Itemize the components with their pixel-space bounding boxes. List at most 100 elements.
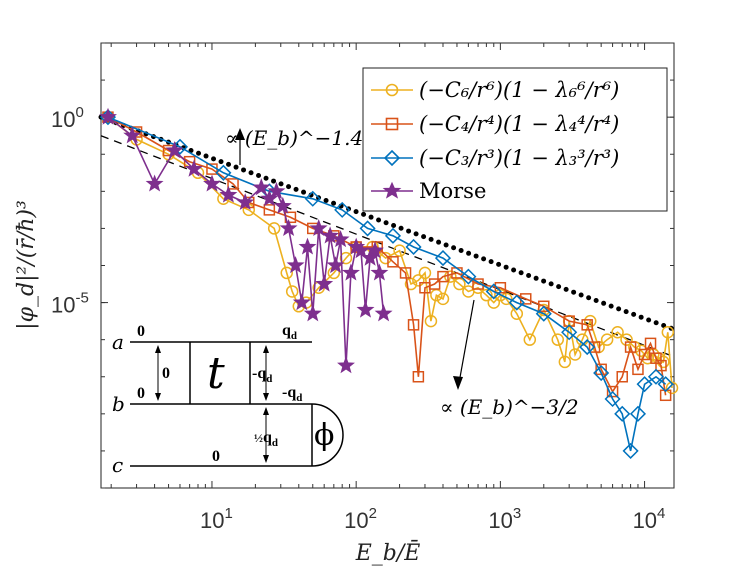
data-point — [145, 174, 164, 192]
data-point — [551, 333, 564, 346]
axis-ticks: 101 102 103 104 100 10-5 — [51, 42, 674, 533]
data-point — [407, 319, 420, 331]
data-point — [424, 314, 438, 328]
diagram-row-c: c — [112, 453, 123, 477]
data-point — [387, 256, 399, 268]
data-point — [600, 333, 614, 346]
data-point — [535, 305, 552, 322]
ref-label-arrow — [458, 299, 475, 384]
data-point — [434, 250, 452, 267]
legend-marker-star — [382, 181, 402, 199]
data-point — [267, 222, 281, 235]
data-point — [273, 196, 292, 214]
diagram-minus-q-mid: -qd — [252, 365, 272, 385]
data-point — [203, 174, 221, 192]
data-point — [412, 371, 425, 383]
data-point — [606, 385, 619, 398]
diagram-t: t — [207, 348, 225, 399]
legend-label-c3: (−C₃/r³)(1 − λ₃³/r³) — [419, 146, 619, 170]
legend-entry-c3: (−C₃/r³)(1 − λ₃³/r³) — [371, 146, 619, 170]
data-point — [655, 359, 667, 372]
diagram-zero-b: 0 — [137, 385, 145, 402]
data-point — [624, 341, 637, 353]
data-point — [620, 333, 633, 346]
data-point — [393, 244, 406, 257]
data-point — [436, 292, 450, 306]
data-point — [583, 314, 597, 328]
diagram-minus-q-right: -qd — [282, 384, 302, 404]
diagram-zero-c: 0 — [212, 448, 220, 465]
data-point — [331, 230, 350, 248]
data-point — [339, 251, 353, 265]
legend-entry-c6: (−C₆/r⁶)(1 − λ₆⁶/r⁶) — [371, 78, 619, 102]
diagram-zero-a: 0 — [137, 323, 145, 340]
legend-label-morse: Morse — [419, 179, 486, 203]
data-point — [418, 266, 432, 280]
data-point — [581, 319, 593, 331]
x-tick-label: 102 — [344, 505, 377, 533]
data-point — [304, 190, 321, 207]
y-tick-label: 100 — [51, 104, 84, 132]
data-point — [657, 376, 674, 393]
data-point — [337, 356, 355, 374]
ref-label: ∝ (E_b)^−3/2 — [440, 395, 579, 419]
data-point — [632, 363, 644, 376]
y-axis-label: |φ_d|²/(r̄/ħ)³ — [14, 200, 39, 330]
data-point — [399, 267, 412, 279]
data-point — [611, 326, 624, 339]
data-point — [215, 164, 232, 181]
data-point — [508, 294, 525, 311]
x-tick-label: 101 — [200, 505, 233, 533]
data-point — [636, 376, 653, 393]
data-point — [286, 256, 305, 274]
data-point — [236, 193, 255, 211]
ref-label-arrowhead — [453, 376, 463, 390]
data-point — [184, 159, 203, 177]
data-point — [604, 390, 621, 408]
legend-marker-square — [385, 117, 399, 131]
data-point — [123, 126, 142, 144]
fit-label-arrowhead — [235, 128, 245, 140]
y-tick-label: 10-5 — [51, 290, 89, 318]
data-point — [405, 238, 422, 256]
data-point — [665, 381, 679, 395]
data-point — [437, 270, 449, 283]
x-axis-label: E_b/Ē — [355, 540, 421, 566]
data-point — [298, 237, 317, 255]
data-point — [321, 226, 340, 244]
data-point — [227, 178, 239, 190]
data-point — [267, 181, 286, 199]
data-point — [309, 218, 328, 237]
data-point — [568, 348, 582, 361]
data-point — [341, 263, 360, 281]
diagram-phi: ϕ — [314, 418, 334, 453]
data-point — [252, 178, 271, 196]
data-point — [460, 268, 477, 285]
data-point — [165, 141, 184, 159]
data-point — [366, 241, 384, 259]
data-point — [523, 333, 537, 346]
diagram-row-a: a — [112, 330, 124, 354]
data-point — [629, 405, 647, 422]
legend-marker-circle — [385, 83, 399, 97]
legend: (−C₆/r⁶)(1 − λ₆⁶/r⁶) (−C₄/r⁴)(1 − λ₄⁴/r⁴… — [362, 67, 668, 212]
x-tick-label: 104 — [633, 505, 666, 533]
data-point — [384, 227, 402, 244]
data-point — [263, 204, 276, 216]
data-point — [370, 263, 389, 281]
data-point — [356, 300, 375, 318]
data-point — [280, 266, 293, 280]
data-point — [334, 201, 351, 218]
data-point — [593, 364, 610, 382]
data-point — [292, 293, 311, 311]
legend-entry-morse: Morse — [371, 179, 486, 203]
data-point — [616, 371, 628, 383]
data-point — [487, 296, 501, 309]
data-point — [428, 278, 441, 290]
legend-marker-diamond — [383, 149, 401, 167]
data-point — [510, 307, 524, 320]
data-point — [588, 341, 601, 353]
diagram-row-b: b — [112, 392, 125, 416]
data-point — [561, 324, 578, 341]
